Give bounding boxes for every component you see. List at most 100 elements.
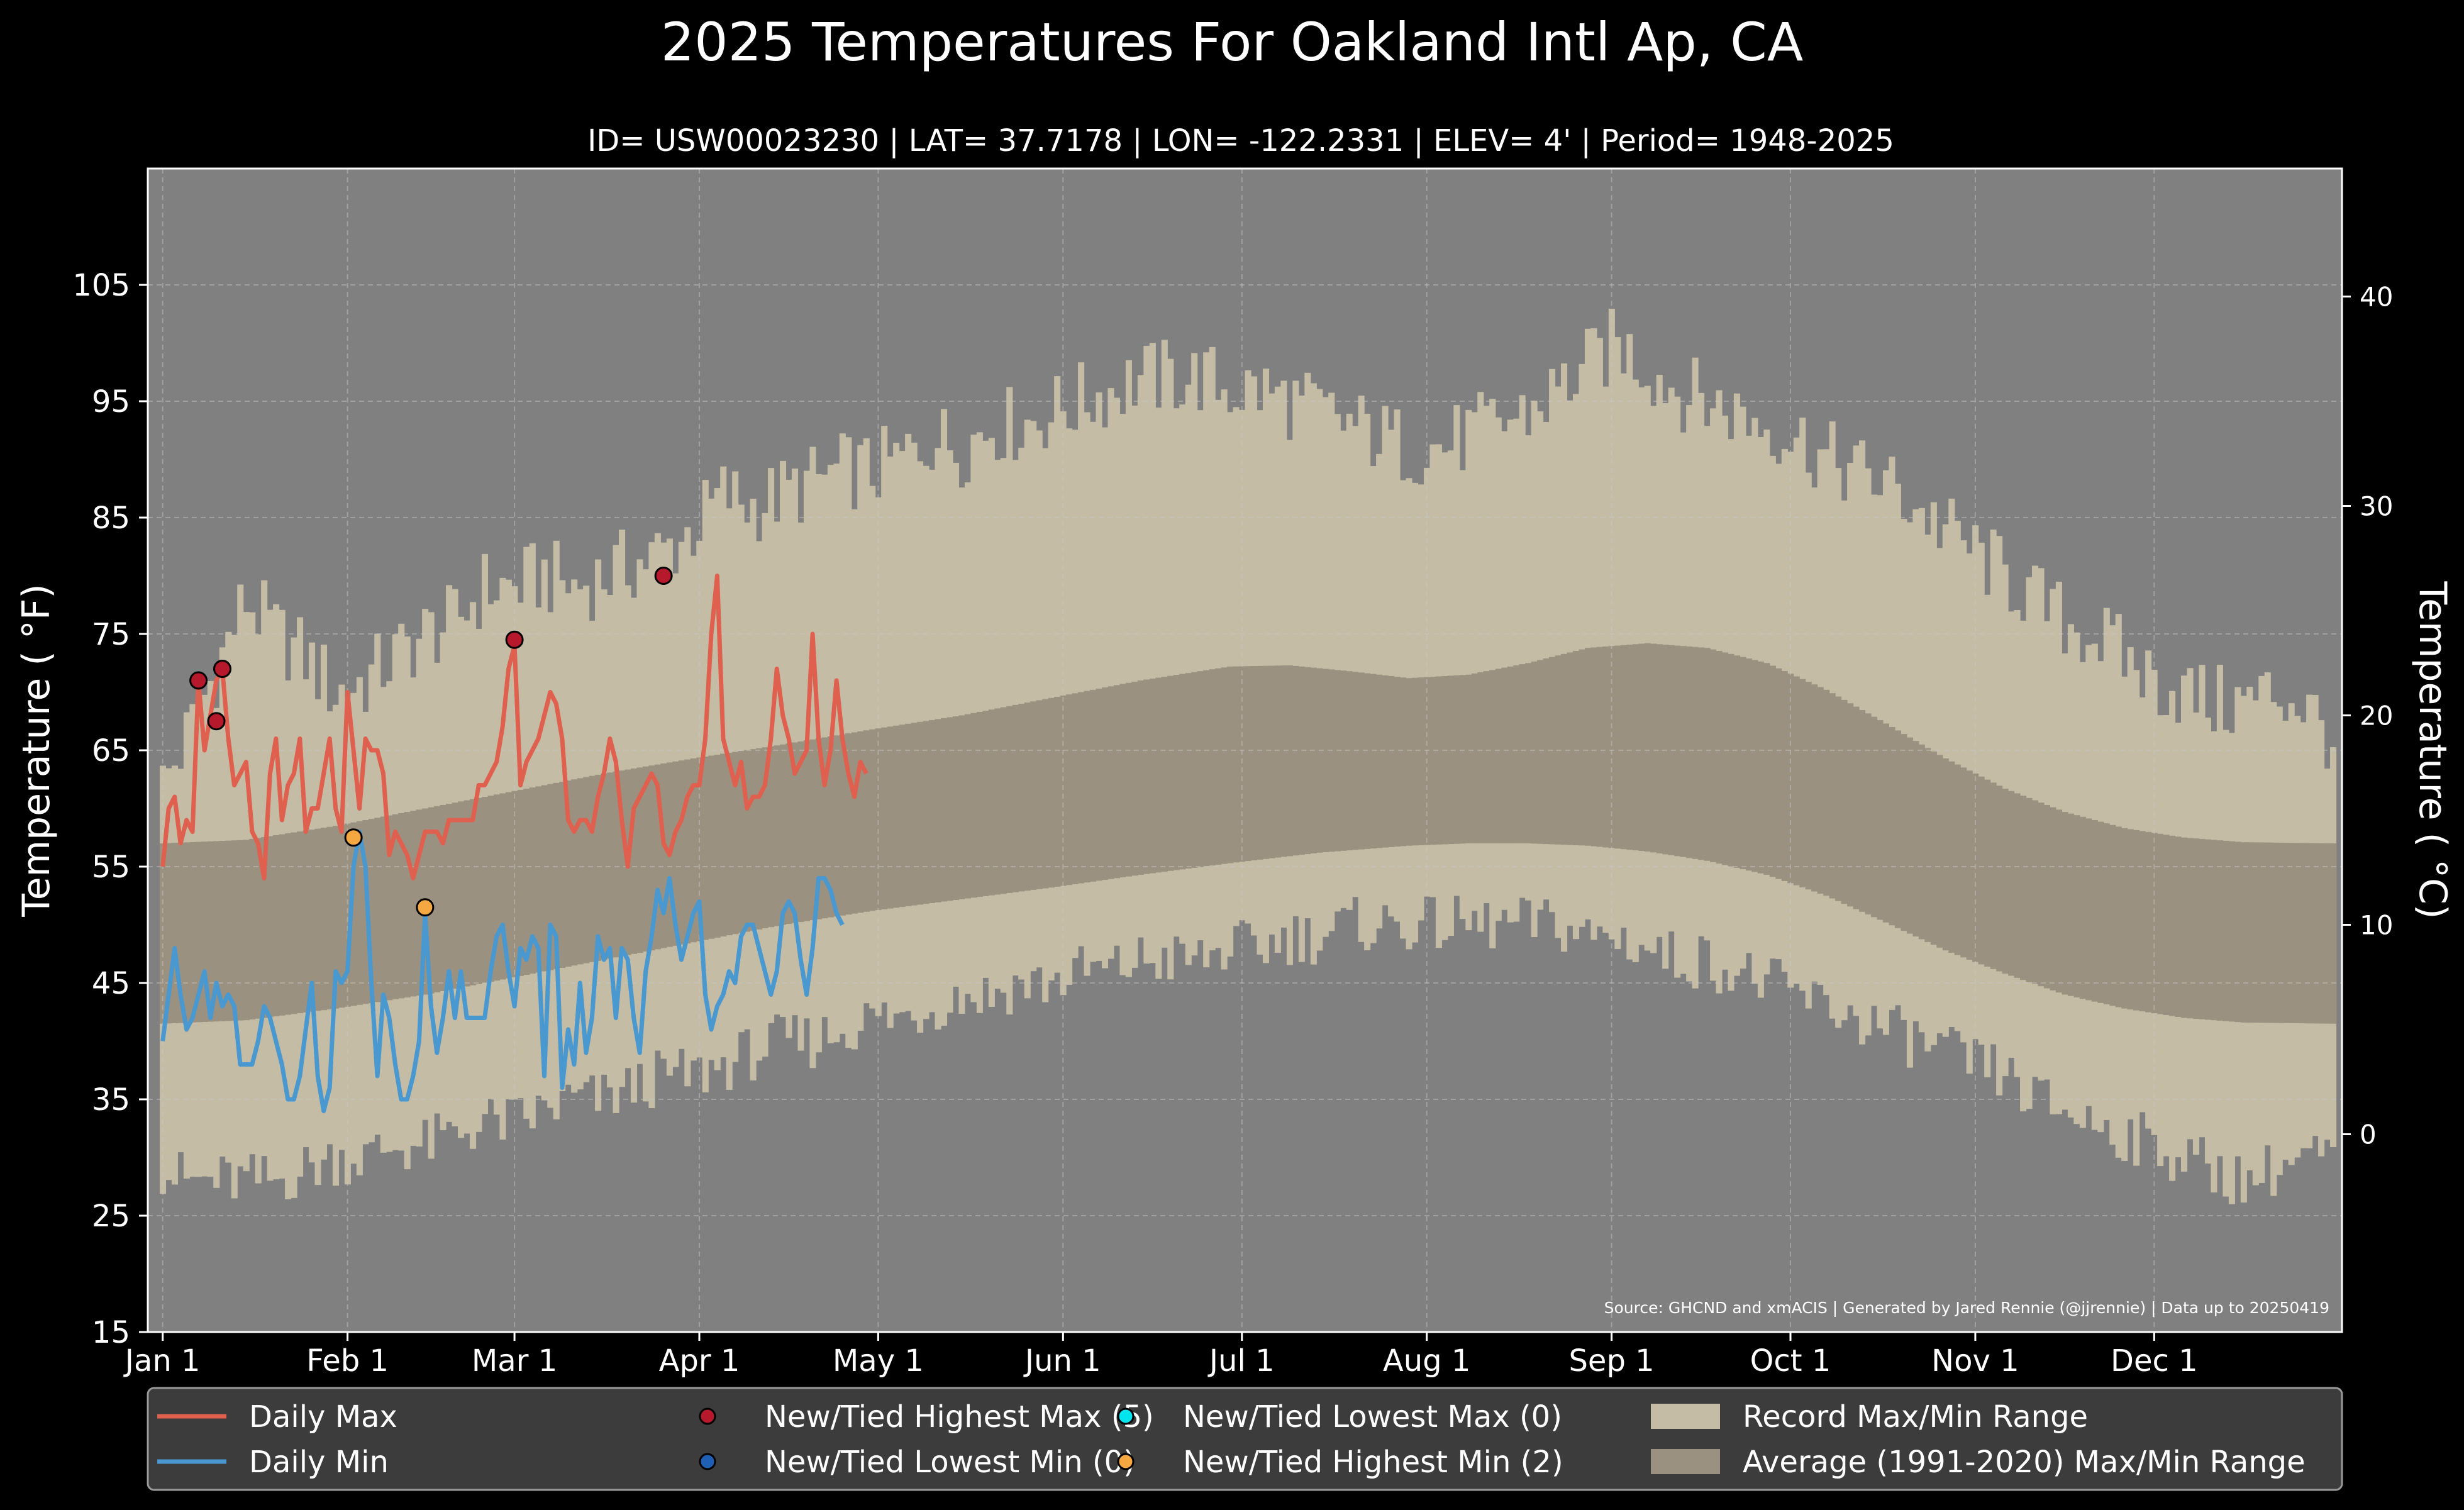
normal-range-bar (571, 779, 578, 966)
normal-range-bar (970, 713, 977, 898)
legend-label: Daily Max (249, 1399, 397, 1435)
normal-range-bar (1221, 667, 1228, 864)
normal-range-bar (1447, 675, 1454, 845)
record-range-bar (1250, 376, 1258, 936)
normal-range-bar (2079, 816, 2086, 999)
normal-range-bar (2062, 812, 2068, 995)
normal-range-bar (2216, 840, 2223, 1021)
normal-range-bar (1113, 685, 1120, 879)
normal-range-bar (2020, 796, 2027, 980)
normal-range-bar (481, 797, 489, 983)
normal-range-bar (1823, 689, 1830, 896)
normal-range-bar (1906, 737, 1913, 934)
normal-range-bar (714, 755, 721, 938)
highest-max-marker (654, 567, 673, 585)
normal-range-bar (1620, 645, 1627, 850)
normal-range-bar (1966, 770, 1973, 960)
normal-range-bar (559, 781, 566, 968)
normal-range-bar (2312, 843, 2319, 1024)
normal-range-bar (1191, 672, 1198, 868)
record-range-bar (1334, 414, 1341, 912)
normal-range-bar (499, 793, 506, 980)
y-tick-label: 45 (92, 966, 130, 1001)
normal-range-bar (690, 758, 697, 943)
normal-range-bar (261, 837, 268, 1018)
record-range-bar (1549, 369, 1556, 913)
normal-range-bar (1721, 652, 1729, 865)
record-range-bar (1483, 406, 1490, 903)
chart-subtitle: ID= USW00023230 | LAT= 37.7178 | LON= -1… (587, 123, 1894, 158)
normal-range-bar (791, 742, 799, 923)
normal-range-bar (177, 842, 184, 1023)
normal-range-bar (279, 834, 286, 1016)
normal-range-bar (2204, 839, 2212, 1020)
record-range-bar (1358, 396, 1365, 942)
normal-range-bar (1101, 687, 1109, 880)
normal-range-bar (1781, 671, 1788, 881)
normal-range-bar (1459, 675, 1466, 844)
legend-box (147, 1387, 2343, 1491)
normal-range-bar (1340, 670, 1347, 851)
normal-range-bar (797, 741, 804, 923)
normal-range-bar (2252, 842, 2259, 1023)
normal-range-bar (1096, 688, 1102, 881)
normal-range-bar (2043, 804, 2051, 989)
record-range-bar (940, 409, 948, 1026)
normal-range-bar (2091, 820, 2098, 1002)
normal-range-bar (1179, 674, 1186, 870)
normal-range-bar (1441, 675, 1448, 845)
highest-max-marker (213, 660, 232, 678)
normal-range-bar (1733, 655, 1741, 868)
normal-range-bar (869, 729, 876, 911)
normal-range-bar (2097, 821, 2104, 1003)
normal-range-bar (917, 721, 924, 905)
y2-axis-label: Temperature ( °C) (2411, 581, 2455, 919)
normal-range-bar (1423, 677, 1431, 845)
record-range-bar (1429, 444, 1436, 897)
normal-range-bar (613, 771, 619, 958)
record-range-bar (1280, 380, 1287, 928)
normal-range-bar (386, 815, 393, 1001)
record-range-bar (1614, 337, 1621, 949)
normal-range-bar (654, 764, 661, 950)
normal-range-bar (1429, 677, 1436, 845)
gridlines (148, 169, 2342, 1333)
record-range-bar (1167, 358, 1174, 980)
y-axis-ticks: 15 25 35 45 55 65 75 85 95 105 (72, 268, 148, 1350)
normal-range-bar (511, 791, 518, 977)
normal-range-bar (1865, 713, 1872, 915)
normal-range-bar (762, 747, 769, 929)
y2-tick-label: 40 (2360, 282, 2393, 313)
normal-range-bar (732, 752, 739, 935)
normal-range-bar (1525, 663, 1532, 843)
normal-range-bar (1352, 672, 1359, 850)
normal-range-bar (2055, 809, 2062, 993)
normal-range-bar (1680, 646, 1687, 857)
normal-range-bar (1871, 716, 1878, 918)
normal-range-bar (1364, 673, 1371, 849)
normal-range-bar (1889, 727, 1895, 926)
normal-range-bar (1131, 681, 1138, 876)
normal-range-bar (1328, 669, 1335, 852)
normal-range-bar (213, 841, 220, 1022)
normal-range-bar (1107, 686, 1114, 879)
record-range-bar (1161, 340, 1168, 948)
normal-range-bar (1411, 677, 1419, 846)
normal-range-bar (1644, 643, 1651, 852)
normal-range-bar (320, 828, 328, 1011)
normal-range-bar (1149, 679, 1156, 874)
normal-range-bar (1602, 646, 1609, 848)
normal-range-bar (1960, 767, 1967, 958)
normal-range-bar (165, 843, 172, 1024)
normal-range-bar (887, 726, 894, 909)
record-range-bar (1107, 388, 1114, 959)
normal-range-bar (1775, 668, 1782, 879)
normal-range-bar (1322, 669, 1329, 853)
normal-range-bar (2109, 824, 2116, 1006)
y-tick-label: 35 (92, 1082, 130, 1118)
normal-range-bar (255, 838, 262, 1019)
normal-range-bar (1257, 665, 1263, 860)
record-range-bar (1292, 380, 1299, 916)
normal-range-bar (1728, 653, 1734, 867)
normal-range-bar (2151, 833, 2158, 1014)
